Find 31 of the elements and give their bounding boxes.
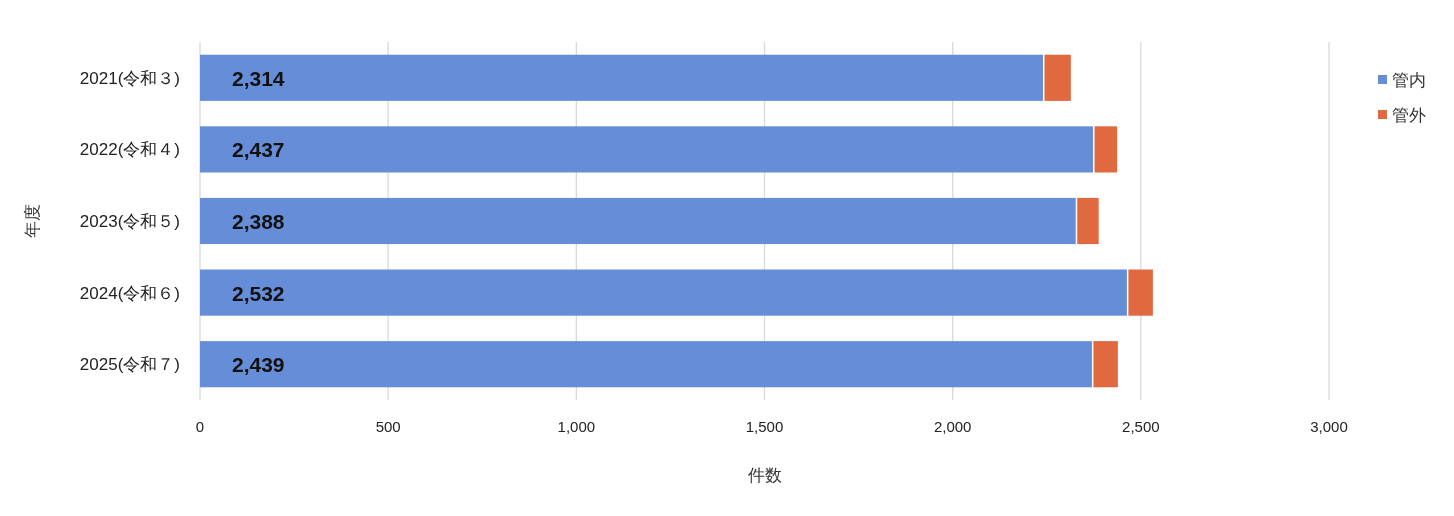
x-tick-label: 0 — [195, 418, 205, 435]
y-tick-label: 2022(令和４) — [79, 140, 180, 160]
total-label: 2,532 — [232, 281, 285, 305]
x-tick-label: 2,500 — [1122, 418, 1160, 435]
bar — [1044, 54, 1071, 101]
bar — [200, 54, 1043, 101]
total-label: 2,437 — [232, 138, 285, 162]
y-tick-label: 2023(令和５) — [79, 212, 180, 231]
bar — [1128, 269, 1153, 316]
bar — [1077, 197, 1099, 245]
x-tick-label: 1,500 — [745, 418, 784, 435]
total-label: 2,439 — [232, 353, 285, 377]
total-label: 2,314 — [232, 66, 285, 90]
total-label: 2,388 — [232, 210, 285, 233]
x-axis-title: 件数 — [747, 466, 782, 485]
y-tick-label: 2024(令和６) — [79, 283, 180, 303]
bar — [200, 197, 1076, 245]
bar — [200, 269, 1127, 316]
bar — [1093, 341, 1118, 388]
x-tick-label: 500 — [375, 418, 401, 435]
y-tick-label: 2021(令和３) — [79, 68, 180, 88]
bar — [200, 126, 1094, 173]
y-tick-label: 2025(令和７) — [79, 355, 180, 375]
legend-label: 管外 — [1392, 106, 1426, 125]
legend-label: 管内 — [1392, 71, 1426, 90]
x-tick-label: 1,000 — [557, 418, 596, 435]
x-tick-label: 3,000 — [1310, 418, 1348, 435]
y-axis-title: 年度 — [23, 204, 42, 238]
bar — [200, 341, 1092, 388]
x-tick-label: 2,000 — [933, 418, 972, 435]
bar — [1094, 126, 1118, 173]
